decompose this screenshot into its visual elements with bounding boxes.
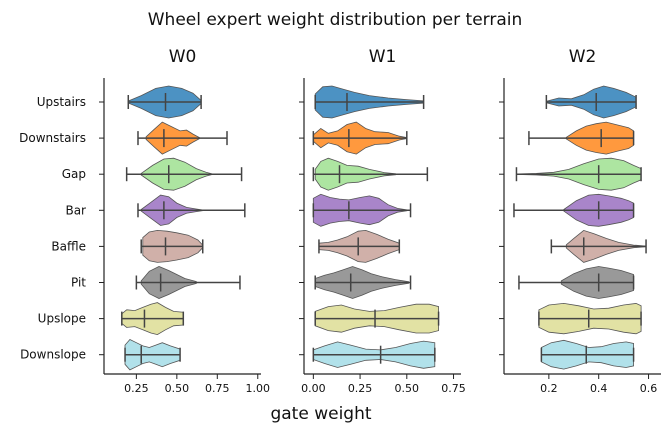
- x-tick-label: 0.25: [348, 382, 373, 395]
- y-tick-label: Bar: [65, 203, 86, 217]
- panel-title: W1: [369, 47, 397, 67]
- x-axis-label: gate weight: [270, 404, 371, 424]
- x-tick-label: 0.50: [395, 382, 420, 395]
- y-tick-label: Downslope: [20, 348, 86, 362]
- y-tick-label: Upslope: [38, 312, 86, 326]
- x-tick-label: 0.75: [205, 382, 230, 395]
- panel-w0: W0 0.25 0.50 0.75 1.00 Upstairs Downstairs Gap B…: [19, 47, 270, 395]
- x-tick-label: 0.2: [540, 382, 558, 395]
- panel-w2: W2 0.2 0.4 0.6: [499, 47, 661, 395]
- x-tick-label: 1.00: [246, 382, 271, 395]
- panels-group: W0 0.25 0.50 0.75 1.00 Upstairs Downstairs Gap B…: [19, 47, 661, 395]
- x-tick-label: 0.25: [124, 382, 149, 395]
- y-tick-label: Baffle: [51, 239, 86, 253]
- y-tick-label: Upstairs: [37, 95, 86, 109]
- chart-title: Wheel expert weight distribution per ter…: [148, 10, 523, 30]
- y-tick-label: Gap: [62, 167, 86, 181]
- x-tick-label: 0.4: [590, 382, 608, 395]
- x-tick-label: 0.75: [441, 382, 466, 395]
- panel-w1: W1 0.00 0.25 0.50 0.75: [299, 47, 466, 395]
- panel-title: W0: [169, 47, 197, 67]
- y-tick-label: Pit: [71, 276, 86, 290]
- x-tick-label: 0.00: [301, 382, 326, 395]
- x-tick-label: 0.6: [640, 382, 658, 395]
- y-tick-label: Downstairs: [19, 131, 86, 145]
- x-tick-label: 0.50: [165, 382, 190, 395]
- panel-title: W2: [569, 47, 597, 67]
